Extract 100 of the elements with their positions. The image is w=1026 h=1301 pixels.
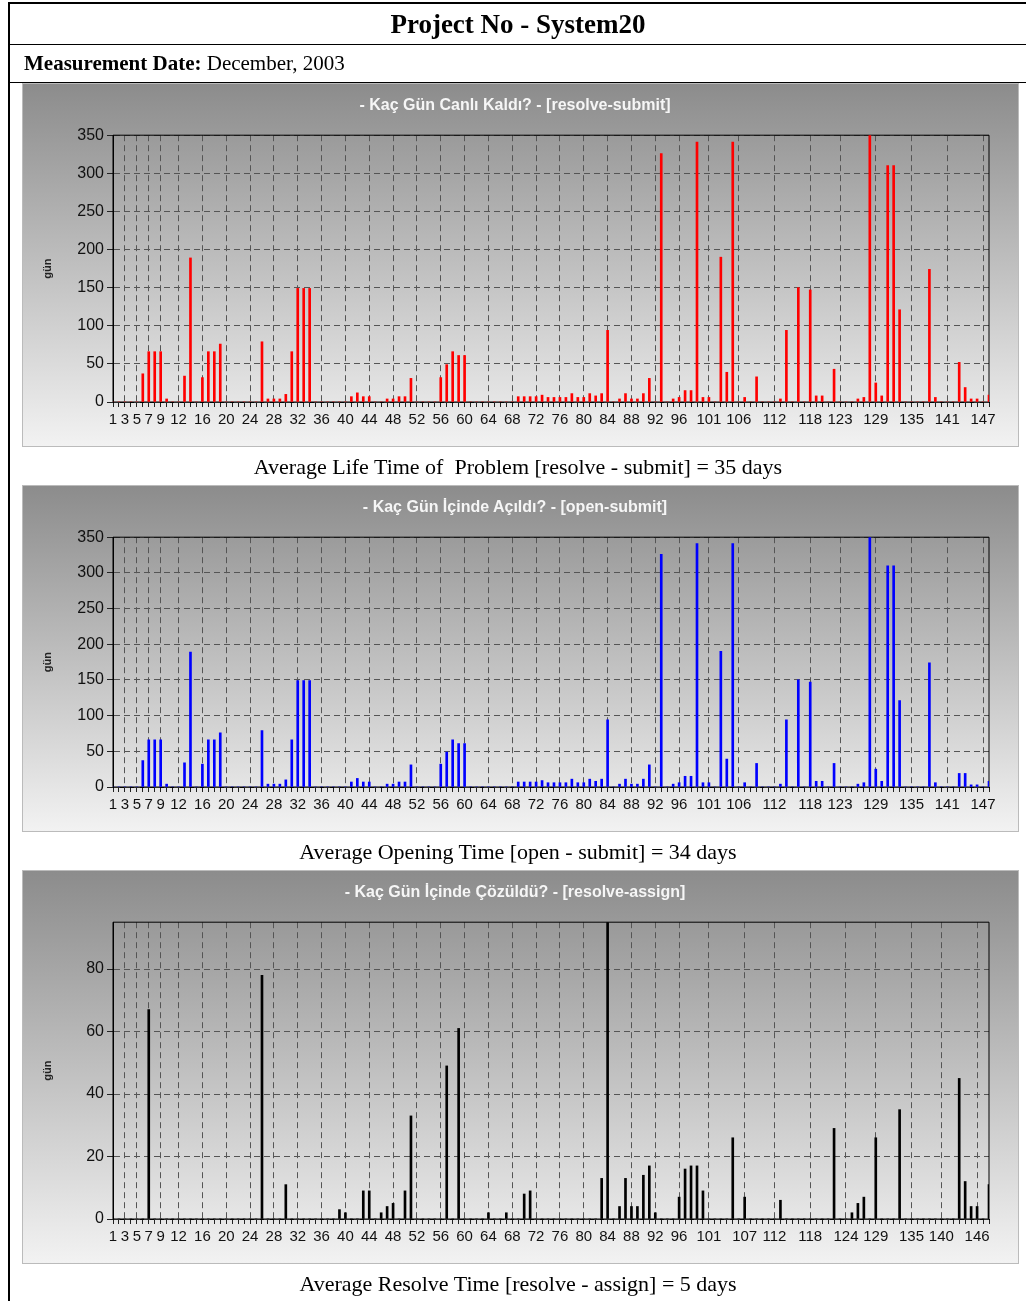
bar bbox=[868, 135, 872, 402]
x-tick-label: 20 bbox=[217, 795, 235, 813]
x-tick-label: 7 bbox=[144, 410, 153, 428]
bar bbox=[934, 782, 937, 787]
x-tick-label: 3 bbox=[120, 795, 130, 813]
y-tick-label: 350 bbox=[77, 527, 105, 545]
bar bbox=[874, 382, 878, 402]
bar bbox=[779, 783, 782, 787]
bar bbox=[636, 783, 639, 787]
bar bbox=[516, 396, 520, 402]
x-tick-label: 32 bbox=[289, 410, 307, 428]
x-tick-label: 48 bbox=[384, 795, 402, 813]
x-tick-label: 76 bbox=[551, 1227, 569, 1245]
x-tick-label: 80 bbox=[575, 1227, 593, 1245]
bar bbox=[159, 351, 162, 402]
bar bbox=[445, 751, 449, 787]
x-tick-label: 36 bbox=[313, 1227, 330, 1245]
bar bbox=[576, 397, 580, 402]
bar bbox=[207, 739, 210, 787]
bar bbox=[361, 781, 365, 787]
bar bbox=[207, 351, 210, 402]
x-tick-label: 88 bbox=[623, 795, 640, 813]
bar bbox=[880, 780, 884, 787]
bar bbox=[302, 680, 306, 787]
x-tick-label: 60 bbox=[456, 795, 473, 813]
text: Measurement Date: December, 2003 bbox=[10, 45, 1026, 83]
x-tick-label: 101 bbox=[696, 795, 722, 813]
bar bbox=[308, 680, 311, 787]
bar bbox=[755, 376, 758, 402]
bar bbox=[183, 762, 186, 787]
y-tick-label: 40 bbox=[86, 1084, 105, 1102]
bar bbox=[868, 537, 872, 787]
x-tick-label: 118 bbox=[798, 410, 823, 428]
x-tick-label: 72 bbox=[527, 410, 545, 428]
text: Average Resolve Time [resolve - assign] = 5 days bbox=[298, 1270, 738, 1298]
x-tick-label: 141 bbox=[934, 410, 960, 428]
bar bbox=[576, 782, 580, 787]
x-tick-label: 36 bbox=[313, 795, 330, 813]
bar bbox=[928, 662, 931, 787]
bar bbox=[361, 396, 365, 402]
bar bbox=[928, 269, 931, 402]
bar bbox=[165, 398, 168, 402]
bar bbox=[648, 378, 651, 402]
y-tick-label: 250 bbox=[77, 598, 105, 616]
x-tick-label: 64 bbox=[480, 410, 497, 428]
y-tick-label: 150 bbox=[77, 670, 105, 688]
x-tick-label: 1 bbox=[108, 410, 118, 428]
y-tick-label: 100 bbox=[77, 316, 105, 334]
x-tick-label: 40 bbox=[337, 795, 354, 813]
bar bbox=[284, 779, 288, 787]
bar bbox=[201, 377, 204, 402]
y-tick-label: 0 bbox=[95, 777, 105, 795]
x-tick-label: 48 bbox=[384, 410, 402, 428]
x-tick-label: 40 bbox=[337, 1227, 354, 1245]
x-tick-label: 84 bbox=[599, 795, 616, 813]
x-tick-label: 44 bbox=[360, 410, 378, 428]
x-tick-label: 123 bbox=[827, 410, 853, 428]
x-tick-label: 129 bbox=[863, 1227, 889, 1245]
bar bbox=[594, 395, 598, 402]
bar bbox=[743, 782, 746, 787]
x-tick-label: 64 bbox=[480, 1227, 497, 1245]
bar bbox=[659, 554, 663, 787]
bar bbox=[165, 783, 168, 787]
x-tick-label: 24 bbox=[241, 1227, 259, 1245]
bar bbox=[356, 392, 359, 402]
y-axis-title: gün bbox=[40, 651, 53, 673]
x-tick-label: 24 bbox=[241, 795, 259, 813]
bar bbox=[183, 375, 186, 402]
x-tick-label: 68 bbox=[503, 1227, 521, 1245]
x-tick-label: 72 bbox=[527, 1227, 545, 1245]
x-tick-label: 101 bbox=[696, 410, 722, 428]
text: Average Life Time of Problem [resolve - submit] = 35 days bbox=[252, 453, 784, 481]
bar bbox=[957, 773, 961, 787]
x-tick-label: 3 bbox=[120, 1227, 130, 1245]
text: Project No - System20 bbox=[10, 4, 1026, 45]
bar bbox=[808, 289, 812, 402]
bar bbox=[457, 355, 460, 402]
bar bbox=[141, 760, 145, 787]
x-tick-label: 68 bbox=[503, 410, 521, 428]
bar bbox=[189, 257, 192, 402]
bar bbox=[588, 393, 592, 402]
x-tick-label: 5 bbox=[132, 795, 142, 813]
bar bbox=[367, 396, 371, 402]
bar bbox=[785, 719, 788, 787]
x-tick-label: 80 bbox=[575, 795, 593, 813]
y-tick-label: 300 bbox=[77, 163, 105, 181]
x-tick-label: 141 bbox=[934, 795, 960, 813]
x-tick-label: 68 bbox=[503, 795, 521, 813]
bar bbox=[874, 768, 878, 787]
x-tick-label: 12 bbox=[170, 795, 187, 813]
y-tick-label: 300 bbox=[77, 563, 105, 581]
bar bbox=[725, 758, 729, 787]
bar bbox=[892, 165, 895, 402]
x-tick-label: 106 bbox=[726, 410, 752, 428]
y-tick-label: 80 bbox=[86, 959, 105, 977]
x-tick-label: 20 bbox=[217, 1227, 235, 1245]
x-tick-label: 76 bbox=[551, 410, 569, 428]
bar bbox=[642, 393, 645, 402]
bar bbox=[630, 398, 633, 402]
x-tick-label: 56 bbox=[432, 410, 450, 428]
